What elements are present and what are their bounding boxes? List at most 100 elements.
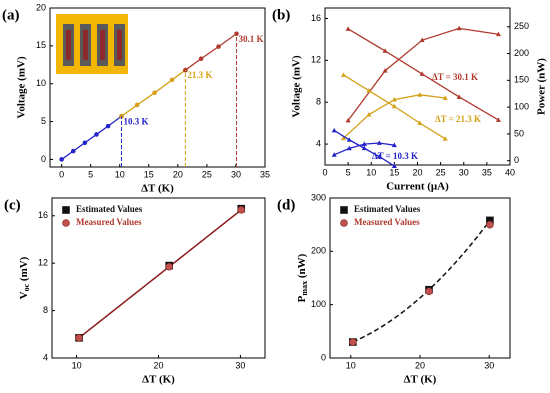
x-tick-label: 20 xyxy=(412,167,422,177)
y-axis-title: Voc (mV) xyxy=(18,256,31,299)
x-axis-title: ΔT (K) xyxy=(404,374,437,386)
triangle-marker xyxy=(361,145,367,151)
fit-line xyxy=(78,209,242,339)
triangle-marker xyxy=(391,163,397,168)
annotation: ΔT = 30.1 K xyxy=(432,72,478,82)
x-axis-title: ΔT (K) xyxy=(142,374,175,386)
circle-marker xyxy=(169,77,175,83)
circle-marker xyxy=(349,338,357,346)
y-axis-title: Voltage (mV) xyxy=(291,55,303,118)
triangle-marker xyxy=(442,95,448,100)
x-tick-label: 10 xyxy=(366,167,376,177)
panel-label: (a) xyxy=(2,7,20,23)
annotation: ΔT = 21.3 K xyxy=(435,114,481,124)
y2-tick-label: 100 xyxy=(514,102,529,112)
square-marker xyxy=(62,206,70,214)
x-tick-label: 0 xyxy=(322,167,327,177)
triangle-marker xyxy=(361,141,367,147)
triangle-marker xyxy=(346,145,352,151)
y-axis-title-sub: oc xyxy=(22,283,31,291)
x-tick-label: 35 xyxy=(260,169,270,179)
inset-leg-core xyxy=(83,30,88,60)
y-tick-label: 5 xyxy=(41,116,46,126)
fit-line xyxy=(352,219,491,343)
triangle-marker xyxy=(346,137,352,142)
annotation: 21.3 K xyxy=(187,70,212,80)
triangle-marker xyxy=(340,72,347,77)
y-axis-title-main: P xyxy=(296,295,308,302)
x-tick-label: 30 xyxy=(484,360,494,370)
x-tick-label: 5 xyxy=(346,167,351,177)
triangle-marker xyxy=(345,117,351,123)
inset-leg-core xyxy=(117,30,122,60)
y2-tick-label: 0 xyxy=(514,155,519,165)
x-tick-label: 20 xyxy=(173,169,183,179)
triangle-marker xyxy=(419,71,425,76)
circle-marker xyxy=(82,140,88,146)
triangle-marker xyxy=(456,94,462,99)
circle-marker xyxy=(94,132,99,137)
x-tick-label: 35 xyxy=(482,167,492,177)
y2-tick-label: 150 xyxy=(514,75,529,85)
panel-label: (d) xyxy=(277,197,295,213)
series-line xyxy=(185,33,237,71)
annotation: ΔT = 10.3 K xyxy=(372,151,418,161)
y-tick-label: 15 xyxy=(36,40,46,50)
y-tick-label: 8 xyxy=(43,305,48,315)
circle-marker xyxy=(165,262,173,271)
panel-label: (c) xyxy=(4,197,21,213)
triangle-marker xyxy=(417,120,423,126)
x-tick-label: 40 xyxy=(505,167,515,177)
triangle-marker xyxy=(376,154,382,159)
circle-marker xyxy=(59,157,64,162)
legend-label: Estimated Values xyxy=(354,204,421,214)
circle-marker xyxy=(425,287,433,296)
annotation: 10.3 K xyxy=(123,116,148,126)
y2-tick-label: 50 xyxy=(514,128,524,138)
y-tick-label: 12 xyxy=(311,55,321,65)
x-tick-label: 25 xyxy=(202,169,212,179)
y-axis-title-unit: (mV) xyxy=(18,256,30,284)
annotation: 30.1 K xyxy=(239,34,264,44)
y-axis-title-sub: max xyxy=(300,281,309,296)
y-axis-title-main: V xyxy=(18,291,30,299)
y-tick-label: 20 xyxy=(36,2,46,12)
legend-label: Measured Values xyxy=(354,217,420,227)
plot-frame xyxy=(49,7,266,168)
circle-marker xyxy=(70,148,76,154)
y-tick-label: 16 xyxy=(38,210,48,220)
y-axis-title: Pmax (nW) xyxy=(296,253,309,302)
y-axis-title-unit: (nW) xyxy=(296,253,308,281)
y-tick-label: 4 xyxy=(316,138,321,148)
inset-leg-core xyxy=(66,30,71,60)
triangle-marker xyxy=(382,68,388,73)
triangle-marker xyxy=(366,112,372,117)
triangle-marker xyxy=(442,136,448,141)
triangle-marker xyxy=(495,31,501,37)
x-tick-label: 15 xyxy=(389,167,399,177)
x-tick-label: 20 xyxy=(415,360,425,370)
triangle-marker xyxy=(456,25,462,31)
circle-marker xyxy=(152,90,157,96)
triangle-marker xyxy=(376,140,382,145)
triangle-marker xyxy=(382,48,388,53)
y-tick-label: 0 xyxy=(41,154,46,164)
circle-marker xyxy=(75,334,83,342)
x-tick-label: 20 xyxy=(153,360,163,370)
y-tick-label: 200 xyxy=(311,246,326,256)
y-tick-label: 10 xyxy=(36,78,46,88)
x-axis-title: Current (μA) xyxy=(386,181,449,193)
x-tick-label: 30 xyxy=(459,167,469,177)
y-tick-label: 100 xyxy=(311,299,326,309)
triangle-marker xyxy=(366,88,372,93)
triangle-marker xyxy=(331,152,337,157)
triangle-marker xyxy=(340,135,347,141)
x-tick-label: 5 xyxy=(88,169,93,179)
y-tick-label: 0 xyxy=(321,352,326,362)
series-line xyxy=(61,115,122,160)
x-tick-label: 25 xyxy=(436,167,446,177)
triangle-marker xyxy=(331,127,337,133)
triangle-marker xyxy=(495,117,501,122)
triangle-marker xyxy=(419,37,425,43)
x-tick-label: 30 xyxy=(231,169,241,179)
